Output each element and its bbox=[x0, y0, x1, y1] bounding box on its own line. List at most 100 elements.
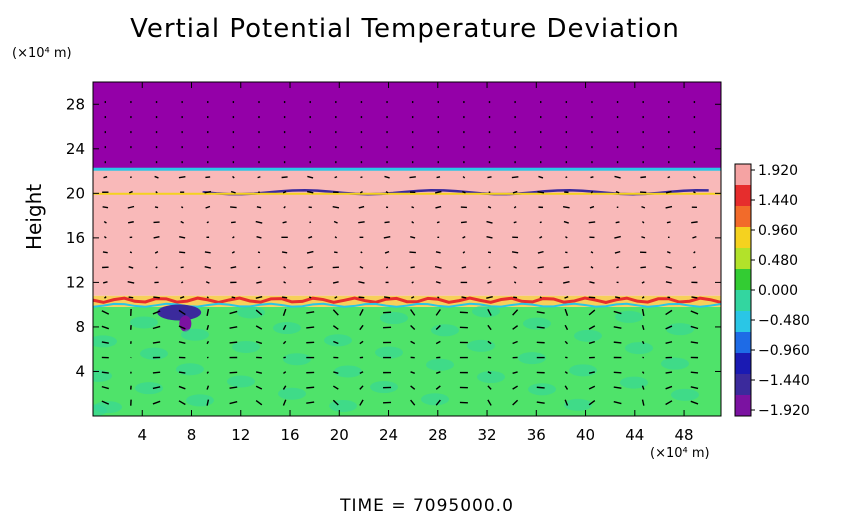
wind-vector bbox=[641, 221, 645, 224]
wind-vector bbox=[410, 324, 416, 331]
wind-vector bbox=[205, 281, 210, 284]
colorbar-swatch bbox=[735, 164, 751, 186]
wind-vector bbox=[487, 281, 492, 284]
wind-vector bbox=[383, 235, 391, 239]
wind-vector bbox=[563, 266, 570, 269]
wind-vector bbox=[204, 265, 211, 269]
wind-vector bbox=[383, 296, 391, 299]
wind-vector bbox=[487, 399, 492, 406]
wind-vector bbox=[384, 175, 390, 179]
wind-vector bbox=[565, 236, 568, 239]
colorbar-label: 0.000 bbox=[758, 283, 798, 299]
wind-vector bbox=[613, 386, 622, 389]
wind-vector bbox=[692, 235, 697, 239]
colorbar-label: 1.440 bbox=[758, 193, 798, 209]
wind-vector bbox=[152, 371, 161, 374]
wind-vector bbox=[409, 176, 416, 179]
wind-vector bbox=[333, 220, 338, 224]
wind-vector bbox=[358, 281, 365, 284]
wind-vector bbox=[306, 250, 314, 254]
colorbar-swatch bbox=[735, 290, 751, 312]
wind-vector bbox=[281, 176, 288, 179]
mottle bbox=[186, 394, 214, 407]
wind-vector bbox=[512, 340, 518, 345]
wind-vector bbox=[512, 190, 518, 194]
wind-vector bbox=[334, 251, 338, 254]
wind-vector bbox=[205, 176, 211, 179]
wind-vector bbox=[641, 324, 645, 331]
wind-vector bbox=[101, 325, 110, 330]
wind-vector bbox=[435, 340, 441, 345]
wind-vector bbox=[283, 266, 287, 269]
wind-vector bbox=[154, 206, 159, 209]
wind-vector bbox=[332, 206, 340, 209]
wind-vector bbox=[334, 176, 338, 179]
wind-vector bbox=[308, 296, 312, 299]
mottle bbox=[666, 323, 694, 336]
mottle bbox=[523, 317, 551, 330]
wind-vector bbox=[410, 385, 416, 390]
wind-vector bbox=[537, 250, 544, 254]
wind-vector bbox=[179, 296, 185, 299]
wind-vector bbox=[411, 220, 415, 224]
wind-vector bbox=[129, 190, 133, 194]
wind-vector bbox=[589, 205, 595, 209]
wind-vector bbox=[462, 236, 466, 239]
wind-vector bbox=[230, 266, 237, 269]
wind-vector bbox=[564, 324, 569, 331]
wind-vector bbox=[690, 400, 699, 405]
colorbar-swatch bbox=[735, 227, 751, 249]
wind-vector bbox=[255, 220, 263, 224]
wind-vector bbox=[178, 176, 186, 179]
mottle bbox=[94, 401, 122, 414]
wind-vector bbox=[152, 325, 161, 330]
wind-vector bbox=[153, 236, 160, 239]
wind-vector bbox=[537, 190, 545, 194]
wind-vector bbox=[410, 309, 416, 316]
wind-vector bbox=[562, 205, 570, 209]
wind-vector bbox=[563, 281, 570, 284]
mottle bbox=[283, 353, 311, 366]
wind-vector bbox=[435, 309, 441, 316]
wind-vector bbox=[691, 221, 698, 224]
wind-vector bbox=[101, 341, 109, 344]
wind-vector bbox=[487, 371, 492, 375]
x-tick-label: 16 bbox=[280, 426, 299, 444]
wind-vector bbox=[641, 385, 645, 390]
wind-vector bbox=[179, 235, 186, 239]
mottle bbox=[671, 388, 699, 401]
wind-vector bbox=[358, 205, 365, 209]
mottle bbox=[375, 346, 403, 359]
wind-vector bbox=[665, 341, 673, 344]
wind-vector bbox=[487, 324, 492, 331]
wind-vector bbox=[178, 341, 186, 344]
y-tick-label: 24 bbox=[66, 140, 85, 158]
wind-vector bbox=[641, 371, 645, 374]
wind-vector bbox=[359, 399, 364, 406]
y-tick-label: 4 bbox=[75, 362, 85, 380]
wind-vector bbox=[487, 340, 492, 345]
x-tick-label: 44 bbox=[625, 426, 644, 444]
wind-vector bbox=[588, 309, 596, 316]
wind-vector bbox=[307, 175, 314, 179]
wind-vector bbox=[178, 385, 186, 390]
wind-vector bbox=[154, 250, 159, 254]
wind-vector bbox=[309, 221, 312, 224]
wind-vector bbox=[536, 311, 545, 314]
wind-vector bbox=[282, 221, 287, 224]
mottle bbox=[615, 310, 643, 323]
wind-vector bbox=[690, 386, 699, 390]
wind-vector bbox=[613, 371, 622, 374]
x-tick-label: 24 bbox=[379, 426, 398, 444]
wind-vector bbox=[257, 176, 261, 179]
mottle bbox=[661, 357, 689, 370]
wind-vector bbox=[307, 266, 314, 269]
wind-vector bbox=[613, 341, 622, 344]
wind-vector bbox=[641, 399, 645, 406]
wind-vector bbox=[229, 386, 238, 389]
y-tick-label: 20 bbox=[66, 184, 85, 202]
colorbar-swatch bbox=[735, 311, 751, 333]
mottle bbox=[467, 339, 495, 352]
mottle bbox=[232, 340, 260, 353]
wind-vector bbox=[255, 399, 263, 406]
